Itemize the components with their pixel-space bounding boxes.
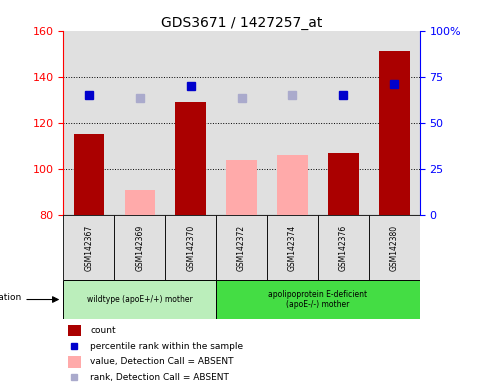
Bar	[74, 134, 104, 215]
Bar	[68, 356, 81, 368]
Text: GSM142367: GSM142367	[84, 225, 93, 271]
Title: GDS3671 / 1427257_at: GDS3671 / 1427257_at	[161, 16, 322, 30]
Text: count: count	[90, 326, 116, 335]
Text: apolipoprotein E-deficient
(apoE-/-) mother: apolipoprotein E-deficient (apoE-/-) mot…	[268, 290, 367, 309]
Bar	[267, 31, 318, 215]
Bar	[114, 215, 165, 280]
Text: GSM142370: GSM142370	[186, 225, 195, 271]
Bar	[379, 51, 409, 215]
Text: GSM142374: GSM142374	[288, 225, 297, 271]
Bar	[369, 215, 420, 280]
Text: GSM142380: GSM142380	[390, 225, 399, 271]
Bar	[63, 280, 216, 319]
Bar	[277, 155, 308, 215]
Text: genotype/variation: genotype/variation	[0, 293, 22, 302]
Bar	[318, 215, 369, 280]
Bar	[68, 324, 81, 336]
Text: GSM142372: GSM142372	[237, 225, 246, 271]
Text: rank, Detection Call = ABSENT: rank, Detection Call = ABSENT	[90, 373, 229, 382]
Bar	[175, 102, 206, 215]
Bar	[216, 215, 267, 280]
Text: wildtype (apoE+/+) mother: wildtype (apoE+/+) mother	[87, 295, 193, 304]
Text: GSM142376: GSM142376	[339, 225, 348, 271]
Bar	[63, 215, 114, 280]
Bar	[216, 31, 267, 215]
Text: GSM142369: GSM142369	[135, 225, 144, 271]
Bar	[165, 215, 216, 280]
Bar	[369, 31, 420, 215]
Bar	[124, 190, 155, 215]
Bar	[226, 160, 257, 215]
Text: percentile rank within the sample: percentile rank within the sample	[90, 342, 244, 351]
Bar	[114, 31, 165, 215]
Bar	[318, 31, 369, 215]
Bar	[63, 31, 114, 215]
Bar	[328, 153, 359, 215]
Bar	[165, 31, 216, 215]
Bar	[216, 280, 420, 319]
Text: value, Detection Call = ABSENT: value, Detection Call = ABSENT	[90, 357, 234, 366]
Bar	[267, 215, 318, 280]
